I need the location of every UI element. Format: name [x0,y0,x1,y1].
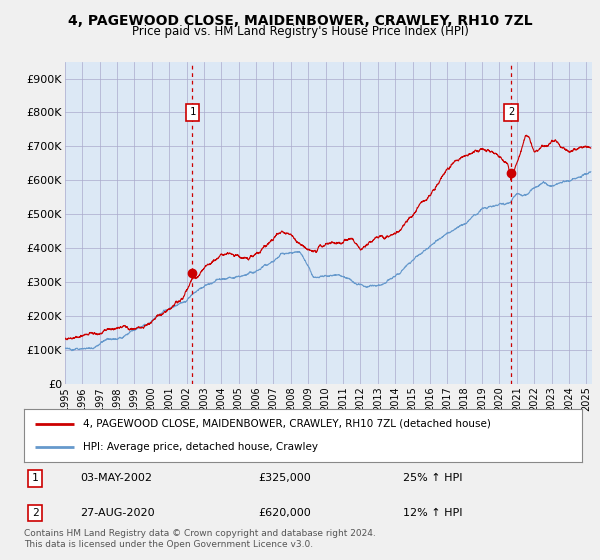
Text: 03-MAY-2002: 03-MAY-2002 [80,473,152,483]
Text: HPI: Average price, detached house, Crawley: HPI: Average price, detached house, Craw… [83,442,317,452]
Text: £325,000: £325,000 [259,473,311,483]
Text: 4, PAGEWOOD CLOSE, MAIDENBOWER, CRAWLEY, RH10 7ZL (detached house): 4, PAGEWOOD CLOSE, MAIDENBOWER, CRAWLEY,… [83,419,490,429]
Text: 1: 1 [189,108,196,118]
Text: 27-AUG-2020: 27-AUG-2020 [80,508,154,518]
Text: 2: 2 [32,508,38,518]
Text: 25% ↑ HPI: 25% ↑ HPI [403,473,463,483]
Text: 2: 2 [508,108,514,118]
Text: 1: 1 [32,473,38,483]
Text: £620,000: £620,000 [259,508,311,518]
Text: 12% ↑ HPI: 12% ↑ HPI [403,508,463,518]
Text: Contains HM Land Registry data © Crown copyright and database right 2024.
This d: Contains HM Land Registry data © Crown c… [24,529,376,549]
Text: 4, PAGEWOOD CLOSE, MAIDENBOWER, CRAWLEY, RH10 7ZL: 4, PAGEWOOD CLOSE, MAIDENBOWER, CRAWLEY,… [68,14,532,28]
Text: Price paid vs. HM Land Registry's House Price Index (HPI): Price paid vs. HM Land Registry's House … [131,25,469,38]
